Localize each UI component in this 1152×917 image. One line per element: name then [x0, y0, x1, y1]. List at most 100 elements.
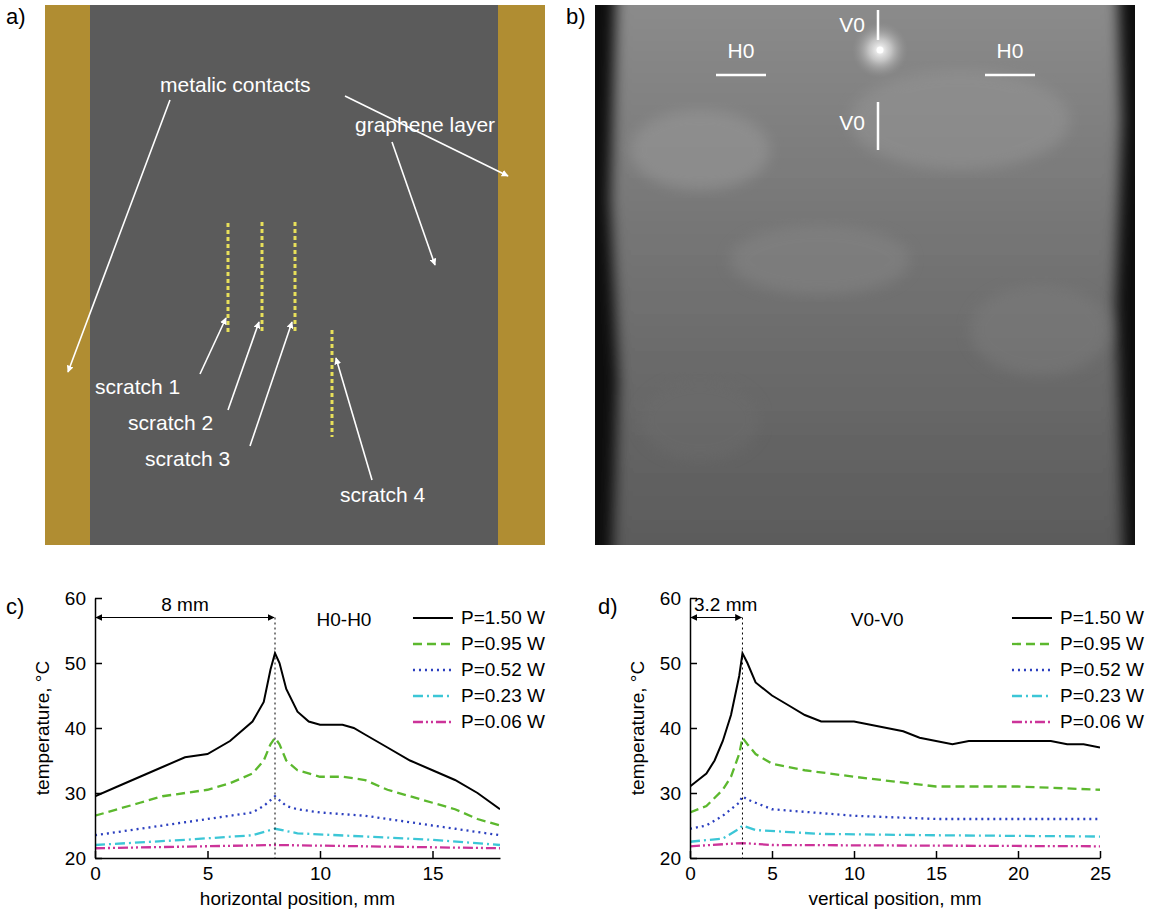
profile-marker — [985, 74, 1035, 77]
y-tick: 30 — [65, 783, 102, 804]
dimension-label: 3.2 mm — [694, 594, 757, 615]
x-tick-mark — [432, 851, 434, 858]
legend-label: P=0.52 W — [1060, 659, 1144, 680]
y-tick-mark — [690, 858, 697, 860]
pointer-arrow — [68, 100, 170, 372]
x-axis: 051015 — [90, 851, 500, 884]
dimension-guide — [275, 618, 276, 859]
y-tick: 60 — [660, 588, 697, 609]
chart-title: V0-V0 — [851, 609, 904, 630]
hot-spot — [877, 47, 884, 54]
dimension-label: 8 mm — [161, 594, 209, 615]
legend: P=1.50 WP=0.95 WP=0.52 WP=0.23 WP=0.06 W — [413, 607, 545, 732]
y-tick-label: 60 — [65, 588, 86, 609]
y-tick-label: 20 — [660, 848, 681, 869]
legend-swatch — [413, 643, 453, 645]
profile-label: V0 — [839, 111, 865, 134]
legend-label: P=0.06 W — [1060, 711, 1144, 732]
legend-swatch — [1012, 669, 1052, 671]
x-tick-label: 20 — [1008, 863, 1029, 884]
y-tick-label: 30 — [660, 783, 681, 804]
graphene-layer — [45, 5, 545, 545]
warm-patch — [640, 380, 760, 460]
data-line — [690, 796, 1100, 829]
x-axis-title: vertical position, mm — [808, 888, 981, 909]
chart: 0510152030405060horizontal position, mmt… — [32, 588, 545, 909]
data-line — [95, 845, 500, 848]
profile-marker — [877, 102, 880, 150]
legend-swatch — [413, 695, 453, 697]
diagram-label: metalic contacts — [160, 73, 311, 96]
thermal-image: H0H0V0V0 — [595, 0, 1135, 560]
x-tick-label: 25 — [1090, 863, 1111, 884]
legend-label: P=0.06 W — [461, 711, 545, 732]
x-tick-label: 10 — [310, 863, 331, 884]
x-tick-label: 15 — [926, 863, 947, 884]
legend-swatch — [413, 617, 453, 619]
legend-swatch — [1012, 721, 1052, 723]
warm-patch — [850, 70, 1070, 170]
pointer-arrow — [336, 358, 372, 480]
profile-label: H0 — [997, 39, 1024, 62]
x-tick: 10 — [844, 851, 865, 884]
x-tick-mark — [320, 851, 322, 858]
y-tick: 40 — [660, 718, 697, 739]
x-tick-label: 5 — [203, 863, 214, 884]
legend-entry: P=0.52 W — [413, 659, 545, 680]
scratch-line — [294, 222, 297, 333]
data-line — [95, 829, 500, 845]
y-axis: 2030405060 — [65, 588, 102, 869]
plot-lines — [690, 653, 1100, 846]
legend-label: P=0.95 W — [461, 633, 545, 654]
y-tick-mark — [690, 663, 697, 665]
diagram-label: scratch 4 — [340, 483, 426, 506]
data-line — [95, 738, 500, 826]
profile-label: V0 — [839, 13, 865, 36]
x-tick: 15 — [926, 851, 947, 884]
chart-title: H0-H0 — [317, 609, 372, 630]
dimension-guide — [742, 618, 743, 859]
warm-patch — [730, 225, 910, 295]
profile-marker — [716, 74, 766, 77]
legend-swatch — [1012, 617, 1052, 619]
legend-label: P=0.23 W — [1060, 685, 1144, 706]
scratch-line — [227, 223, 230, 335]
y-tick-mark — [95, 793, 102, 795]
diagram-label: scratch 2 — [128, 411, 213, 434]
x-tick-mark — [207, 851, 209, 858]
plot-lines — [95, 653, 500, 848]
pointer-arrow — [392, 142, 435, 265]
y-axis-title: temperature, °C — [32, 661, 53, 795]
legend-entry: P=0.23 W — [413, 685, 545, 706]
panel-label: b) — [566, 4, 586, 29]
y-axis-title: temperature, °C — [627, 661, 648, 795]
y-tick-label: 40 — [660, 718, 681, 739]
y-tick-label: 20 — [65, 848, 86, 869]
x-tick: 15 — [422, 851, 443, 884]
x-tick-label: 15 — [422, 863, 443, 884]
legend-label: P=0.23 W — [461, 685, 545, 706]
pointer-arrow — [345, 96, 508, 176]
pointer-arrow — [228, 322, 259, 410]
data-line — [690, 653, 1100, 786]
legend-entry: P=0.95 W — [413, 633, 545, 654]
y-tick: 50 — [65, 653, 102, 674]
scratch-line — [331, 330, 334, 437]
x-tick-label: 5 — [767, 863, 778, 884]
chart: 05101520252030405060vertical position, m… — [627, 588, 1144, 909]
warm-patch — [970, 285, 1110, 375]
x-tick: 10 — [310, 851, 331, 884]
scratch-line — [261, 222, 264, 333]
y-tick-mark — [690, 728, 697, 730]
x-tick: 25 — [1090, 851, 1111, 884]
dimension-arrow — [691, 617, 741, 618]
metal-contact — [498, 5, 545, 545]
image-body — [610, 5, 1124, 545]
y-tick-label: 60 — [660, 588, 681, 609]
x-axis: 0 5 10 15 20 25 — [685, 851, 1111, 884]
x-tick-label: 0 — [685, 863, 696, 884]
legend-entry: P=0.52 W — [1012, 659, 1144, 680]
x-tick-mark — [1100, 851, 1102, 858]
y-tick: 20 — [65, 848, 102, 869]
legend-entry: P=0.95 W — [1012, 633, 1144, 654]
